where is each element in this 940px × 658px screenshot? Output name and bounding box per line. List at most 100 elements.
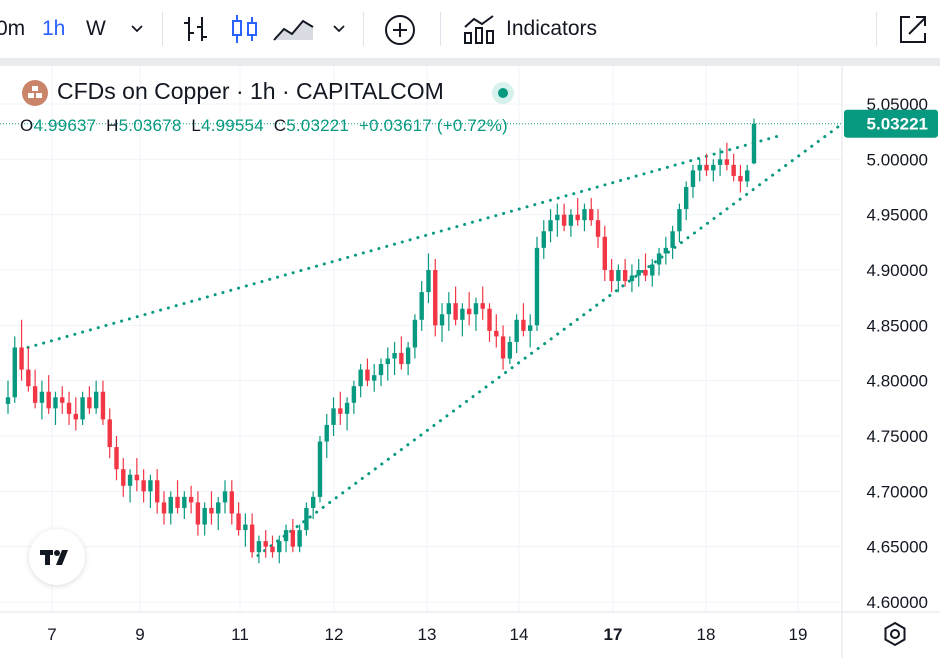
low-value: 4.99554 bbox=[201, 116, 264, 135]
candle bbox=[73, 397, 79, 431]
candle bbox=[249, 513, 255, 558]
y-tick-label: 4.70000 bbox=[867, 482, 928, 501]
candle-body bbox=[66, 402, 72, 414]
candle-body bbox=[378, 364, 384, 376]
candle bbox=[297, 524, 302, 553]
add-compare-icon[interactable] bbox=[383, 13, 417, 47]
interval-partial-button[interactable]: 0m bbox=[0, 17, 26, 40]
candle-body bbox=[622, 270, 628, 282]
candle-body bbox=[121, 469, 126, 486]
candle bbox=[372, 364, 377, 392]
lower-trendline bbox=[256, 122, 844, 558]
candle-body bbox=[358, 369, 363, 387]
candle bbox=[331, 397, 336, 436]
chevron-down-icon[interactable] bbox=[128, 13, 146, 43]
candle-body bbox=[385, 358, 390, 365]
candle-body bbox=[568, 214, 574, 226]
candle bbox=[168, 491, 173, 525]
candle-body bbox=[161, 502, 167, 514]
candle bbox=[439, 303, 445, 342]
candle bbox=[202, 502, 207, 536]
candle-body bbox=[399, 353, 404, 365]
interval-1h-button[interactable]: 1h bbox=[42, 17, 66, 40]
candle bbox=[93, 380, 99, 414]
candle bbox=[365, 358, 370, 387]
area-icon[interactable] bbox=[272, 13, 316, 45]
candle-body bbox=[209, 507, 214, 514]
candle-body bbox=[100, 391, 106, 420]
candle bbox=[528, 314, 533, 348]
indicators-icon[interactable] bbox=[462, 13, 496, 45]
candle bbox=[134, 458, 140, 492]
candle-body bbox=[283, 530, 289, 542]
candle bbox=[473, 297, 479, 331]
market-status-icon[interactable] bbox=[492, 82, 514, 104]
candle bbox=[277, 535, 282, 564]
candle bbox=[663, 236, 669, 265]
candle-body bbox=[263, 541, 268, 547]
candle bbox=[236, 502, 241, 536]
candles-icon[interactable] bbox=[228, 13, 262, 45]
y-tick-label: 4.90000 bbox=[867, 261, 928, 280]
candle-body bbox=[602, 236, 607, 270]
indicators-button[interactable]: Indicators bbox=[506, 17, 598, 40]
x-tick-label: 12 bbox=[325, 625, 344, 644]
bar-style-icon[interactable] bbox=[181, 13, 211, 45]
candle bbox=[19, 319, 24, 381]
fullscreen-icon[interactable] bbox=[896, 13, 930, 47]
candle bbox=[683, 181, 689, 221]
candle bbox=[317, 436, 323, 503]
candle bbox=[270, 535, 275, 558]
interval-w-button[interactable]: W bbox=[86, 17, 106, 40]
chevron-down-icon[interactable] bbox=[330, 13, 348, 43]
settings-gear-icon[interactable] bbox=[881, 620, 909, 648]
candle bbox=[32, 369, 38, 409]
candle-body bbox=[460, 308, 465, 320]
candle-body bbox=[439, 314, 445, 326]
candle-body bbox=[656, 253, 662, 265]
candle bbox=[161, 491, 167, 525]
candle-body bbox=[175, 496, 180, 508]
candle bbox=[256, 535, 262, 564]
y-tick-label: 5.00000 bbox=[867, 150, 928, 169]
candle bbox=[12, 336, 17, 403]
candle-body bbox=[711, 164, 716, 171]
candle bbox=[548, 209, 553, 243]
candle-body bbox=[331, 408, 336, 425]
candle-body bbox=[351, 386, 357, 403]
candle-body bbox=[32, 386, 38, 403]
candle bbox=[751, 118, 757, 165]
candle-body bbox=[426, 270, 431, 293]
candle bbox=[338, 391, 343, 425]
candle bbox=[656, 247, 662, 276]
candle-body bbox=[365, 369, 370, 381]
candle bbox=[100, 380, 106, 425]
candle-body bbox=[575, 214, 580, 221]
candle bbox=[412, 314, 418, 359]
time-axis[interactable]: 7 9 11 12 13 14 17 18 19 bbox=[47, 625, 807, 644]
candle-body bbox=[751, 123, 757, 164]
candle bbox=[460, 303, 465, 337]
candle bbox=[697, 159, 702, 182]
y-tick-label: 4.80000 bbox=[867, 372, 928, 391]
candle-body bbox=[80, 397, 85, 420]
candle bbox=[589, 198, 594, 226]
candle bbox=[358, 364, 363, 398]
candle bbox=[46, 375, 51, 414]
candle bbox=[514, 314, 519, 353]
price-axis[interactable]: 5.05000 5.00000 4.95000 4.90000 4.85000 4.800… bbox=[844, 95, 938, 612]
candle-body bbox=[195, 502, 201, 525]
candle bbox=[121, 458, 126, 497]
candle bbox=[107, 408, 112, 459]
candle-body bbox=[500, 336, 506, 359]
candle-body bbox=[222, 491, 228, 503]
candle bbox=[222, 480, 228, 514]
tradingview-logo[interactable] bbox=[29, 529, 85, 585]
candle bbox=[5, 380, 11, 414]
candle bbox=[188, 485, 194, 514]
candle bbox=[182, 491, 187, 519]
candle-body bbox=[738, 175, 743, 182]
candle bbox=[385, 347, 390, 381]
candle-body bbox=[731, 164, 736, 176]
